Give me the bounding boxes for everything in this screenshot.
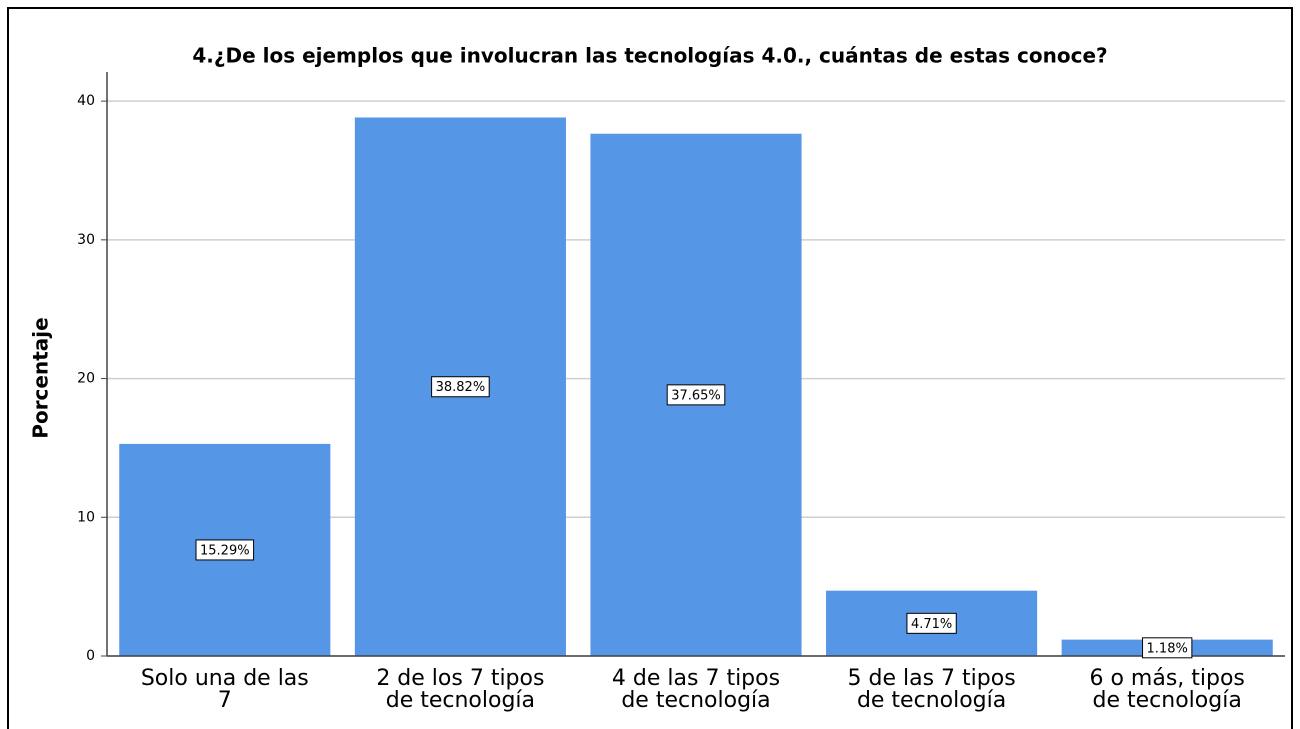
value-label-box [1142,637,1193,659]
y-axis-label: Porcentaje [29,317,53,438]
x-tick-label: 4 de las 7 tipos de tecnología [611,666,781,713]
value-label-box [666,384,726,406]
x-tick-label: Solo una de las 7 [140,666,309,713]
y-tick-label: 40 [77,93,95,109]
value-label-box [431,376,490,398]
y-tick-label: 30 [77,232,95,248]
y-tick-label: 20 [77,371,95,387]
x-tick-label: 6 o más, tipos de tecnología [1089,666,1245,713]
x-tick-label: 2 de los 7 tipos de tecnología [376,666,545,713]
value-label: 15.29% [200,543,250,558]
value-label-box [906,612,957,634]
frame [7,7,1293,729]
value-label: 1.18% [1147,641,1188,656]
y-tick-label: 10 [77,509,95,525]
value-label: 4.71% [911,617,952,632]
y-tick-label: 0 [86,648,95,664]
x-tick-label: 5 de las 7 tipos de tecnología [847,666,1016,713]
chart-title: 4.¿De los ejemplos que involucran las te… [192,44,1107,68]
value-label: 38.82% [436,380,486,395]
value-label: 37.65% [671,388,721,403]
value-label-box [195,539,255,561]
